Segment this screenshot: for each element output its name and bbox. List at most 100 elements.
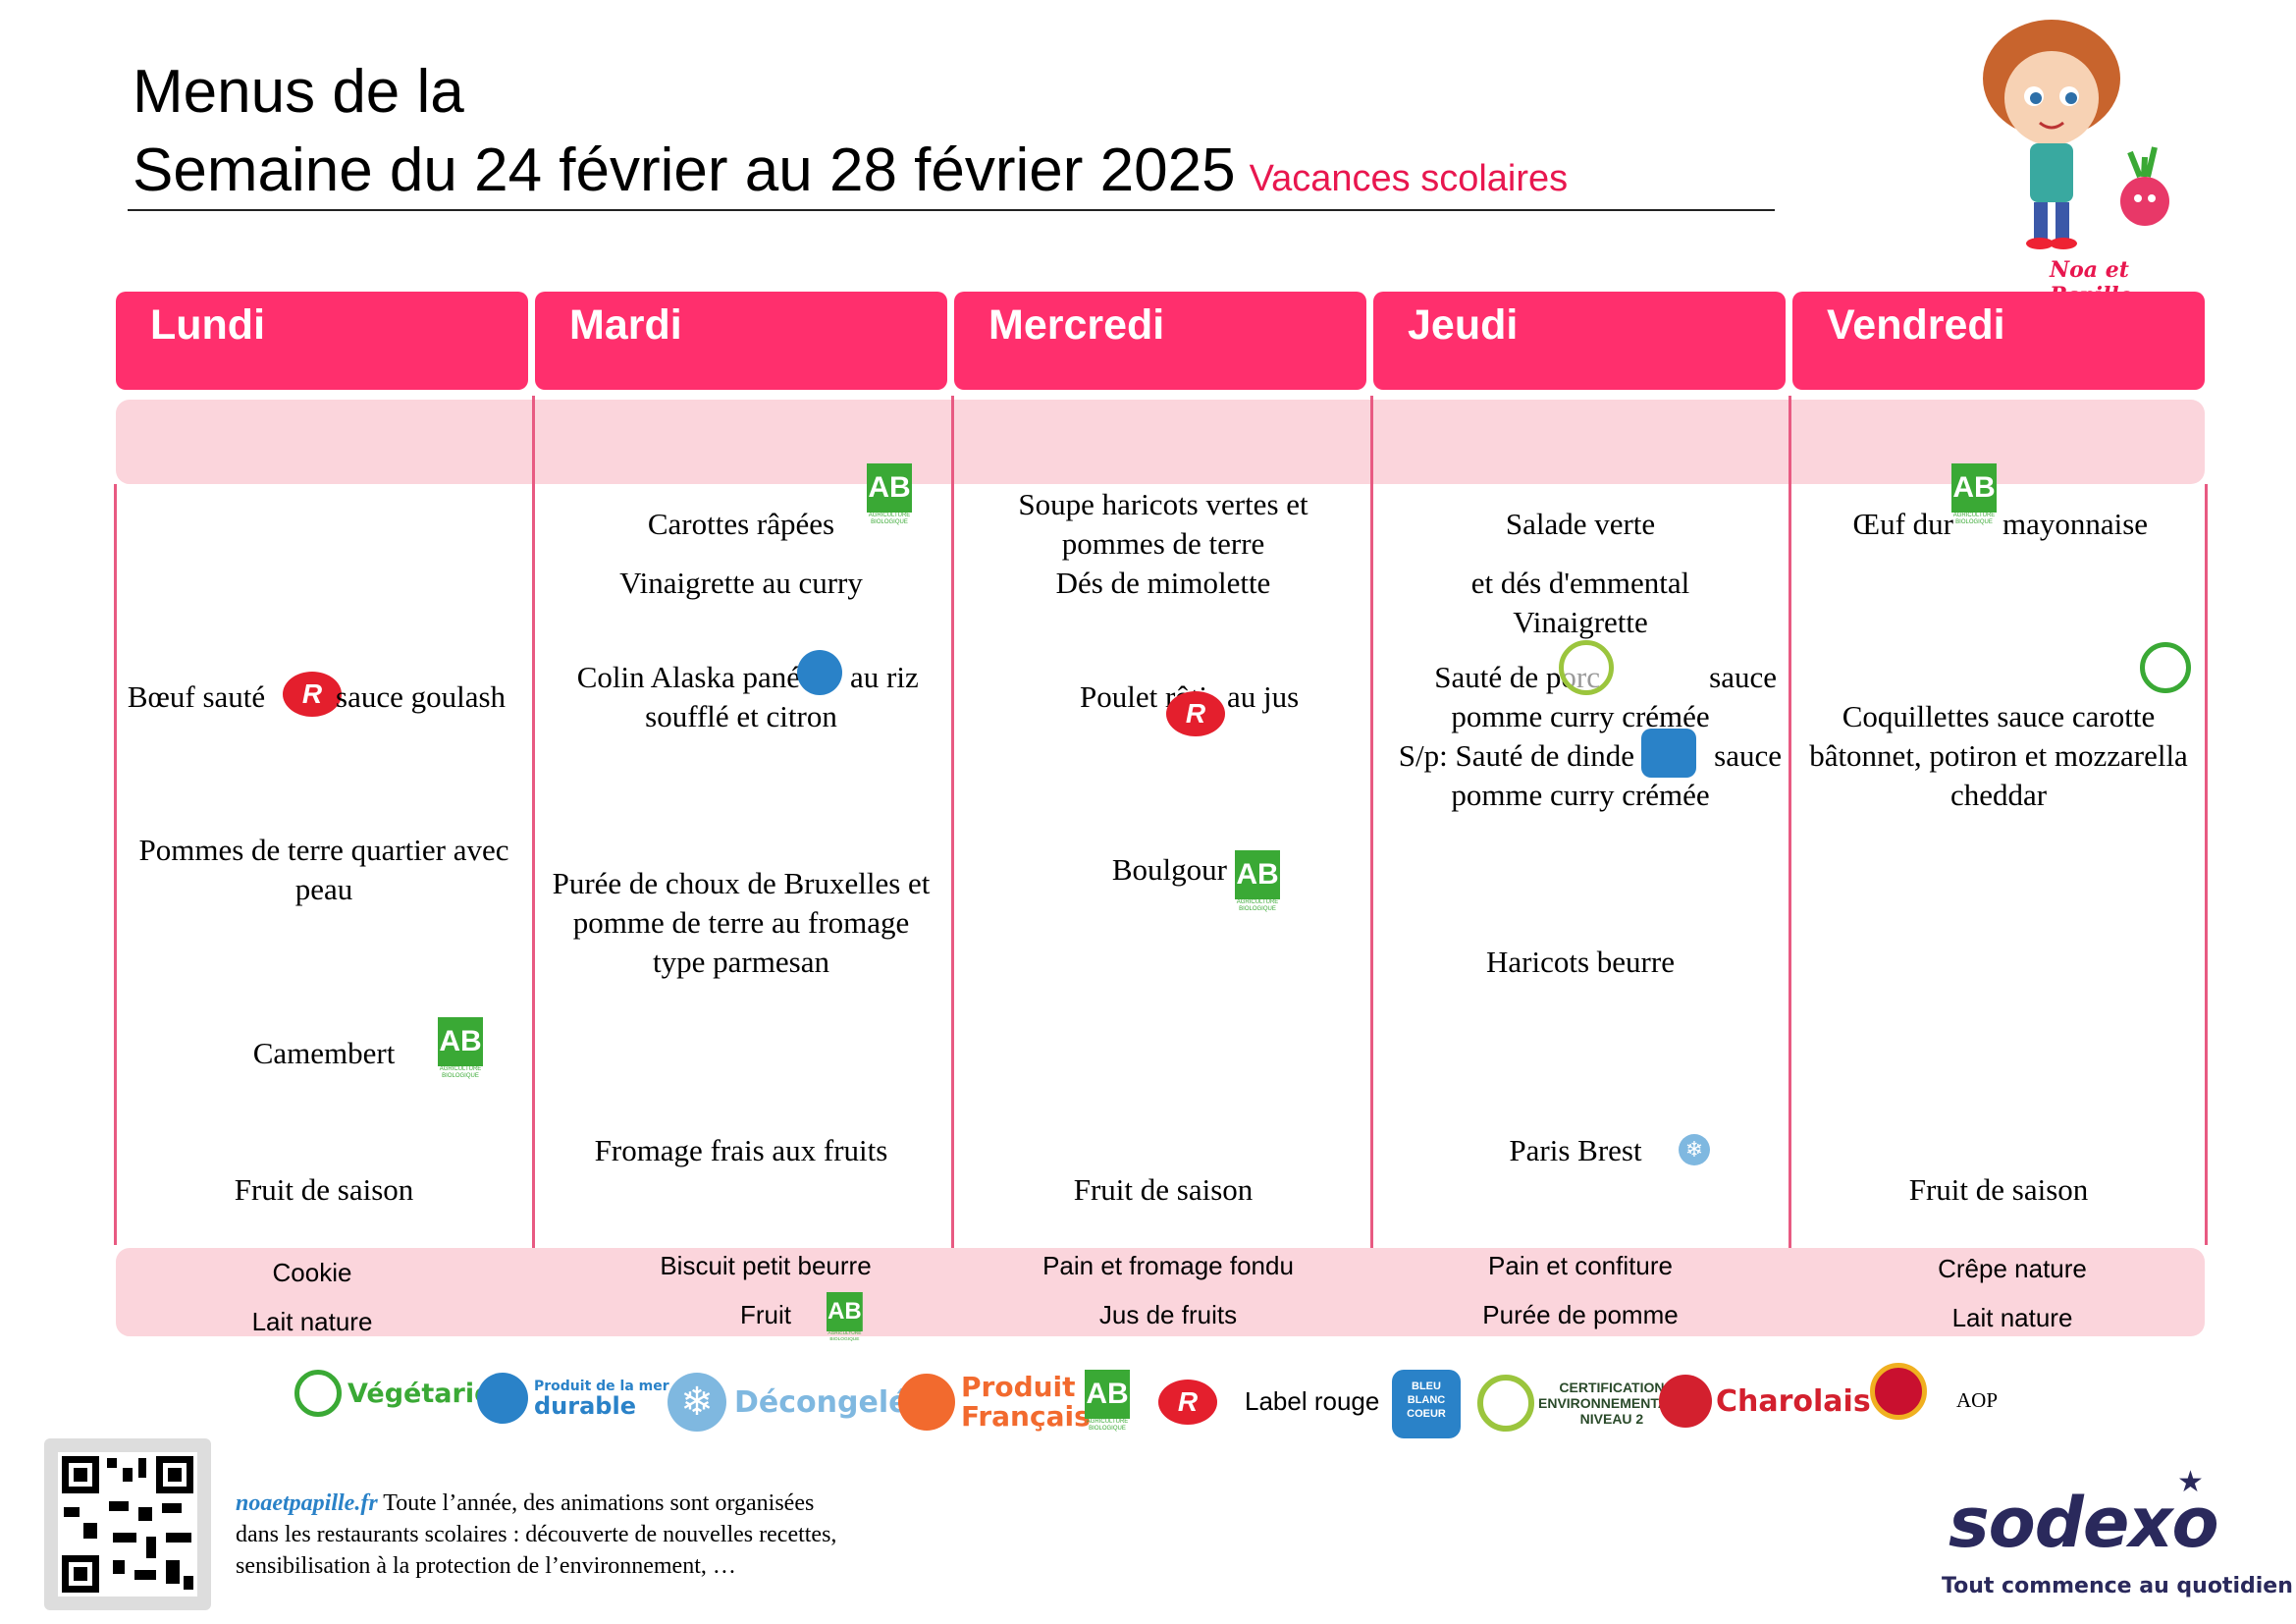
- column-divider: [951, 396, 954, 1326]
- gouter-item: Biscuit petit beurre: [660, 1251, 872, 1280]
- menu-item: pomme curry crémée: [1451, 699, 1710, 733]
- gouter-item: Cookie: [272, 1258, 352, 1287]
- menu-item: Purée de choux de Bruxelles et: [552, 866, 931, 900]
- legend-label-rouge: Label rouge: [1245, 1386, 1380, 1416]
- menu-item: sauce: [1714, 738, 1782, 773]
- gouter-item: Fruit: [740, 1300, 791, 1329]
- menu-item: Fruit de saison: [1908, 1172, 2089, 1207]
- menu-item: sauce: [1709, 660, 1777, 694]
- menu-item: Vinaigrette: [1513, 605, 1648, 639]
- site-link[interactable]: noaetpapille.fr: [236, 1490, 378, 1516]
- menu-item: Pommes de terre quartier avec peau: [138, 833, 509, 906]
- legend-charolais: Charolais: [1659, 1375, 1871, 1428]
- legend-decongele: ❄ Décongelé: [667, 1373, 908, 1432]
- ab-organic-icon: AB AGRICULTURE BIOLOGIQUE: [827, 1292, 863, 1344]
- gouter-item: Pain et fromage fondu: [1042, 1251, 1294, 1280]
- menu-item: pomme de terre au fromage: [572, 905, 910, 940]
- vegetarien-icon: [2140, 642, 2191, 693]
- charolais-icon: [1659, 1375, 1712, 1428]
- menu-item: Coquillettes sauce carotte: [1842, 699, 2156, 733]
- star-icon: ★: [2177, 1466, 2204, 1498]
- sodexo-logo: sodexo: [1949, 1483, 2219, 1563]
- menu-item: et dés d'emmental: [1470, 566, 1690, 600]
- vegetarien-icon: [294, 1370, 342, 1417]
- peche-durable-icon: [797, 650, 842, 695]
- menu-item: Camembert: [252, 1036, 396, 1070]
- menu-item: Paris Brest: [1509, 1133, 1642, 1167]
- legend-peche-durable: Produit de la mer durable: [477, 1373, 669, 1424]
- ab-organic-icon: AB AGRICULTURE BIOLOGIQUE: [1235, 850, 1280, 915]
- title-line2: Semaine du 24 février au 28 février 2025…: [133, 135, 1568, 214]
- column-divider: [1789, 396, 1791, 1326]
- column-divider: [2205, 484, 2208, 1245]
- menu-item: Bœuf sauté: [127, 679, 266, 714]
- menu-item: au jus: [1227, 679, 1300, 714]
- gouter-item: Crêpe nature: [1938, 1254, 2087, 1283]
- menu-item: Œuf dur: [1852, 507, 1953, 541]
- ab-organic-icon: AB AGRICULTURE BIOLOGIQUE: [438, 1017, 483, 1082]
- menu-item: S/p: Sauté de dinde: [1398, 738, 1634, 773]
- day-header-lundi: Lundi: [116, 292, 528, 390]
- menu-item: type parmesan: [653, 945, 829, 979]
- hve-certification-icon: [1559, 640, 1614, 695]
- label-rouge-icon: R: [1166, 691, 1225, 736]
- aop-icon: [1870, 1363, 1927, 1420]
- menu-item: Haricots beurre: [1486, 945, 1675, 979]
- menu-item: Boulgour: [1111, 852, 1227, 887]
- entree-band: [116, 400, 2205, 484]
- france-icon: [898, 1374, 955, 1431]
- gouter-band: [116, 1248, 2205, 1336]
- menu-item: Carottes râpées: [647, 507, 835, 541]
- gouter-item: Jus de fruits: [1098, 1300, 1238, 1329]
- day-header-vendredi: Vendredi: [1792, 292, 2205, 390]
- legend-aop: AOP: [1956, 1388, 1999, 1412]
- footer-text: noaetpapille.fr Toute l’année, des anima…: [236, 1490, 837, 1579]
- bleu-blanc-coeur-icon: BLEU BLANC COEUR: [1392, 1370, 1461, 1438]
- menu-item: Fruit de saison: [234, 1172, 414, 1207]
- menu-item: Vinaigrette au curry: [619, 566, 863, 600]
- ab-organic-icon: AB AGRICULTURE BIOLOGIQUE: [1951, 463, 1997, 528]
- gouter-item: Lait nature: [251, 1307, 373, 1336]
- ab-organic-icon: AB AGRICULTURE BIOLOGIQUE: [1085, 1370, 1130, 1435]
- menu-item: Soupe haricots vertes et: [1018, 487, 1308, 521]
- holiday-subtitle: Vacances scolaires: [1249, 158, 1569, 199]
- decongele-icon: ❄: [667, 1373, 726, 1432]
- title-rule: [128, 209, 1775, 211]
- label-rouge-icon: R: [283, 672, 342, 717]
- title-line1: Menus de la: [133, 58, 464, 126]
- peche-durable-icon: [477, 1373, 528, 1424]
- menu-item: Dés de mimolette: [1055, 566, 1271, 600]
- gouter-item: Lait nature: [1951, 1303, 2073, 1332]
- menu-item: Fromage frais aux fruits: [594, 1133, 888, 1167]
- decongele-icon: ❄: [1679, 1134, 1710, 1165]
- qr-code[interactable]: [44, 1438, 211, 1610]
- menu-item: cheddar: [1949, 778, 2048, 812]
- gouter-item: Pain et confiture: [1488, 1251, 1673, 1280]
- menu-item: Salade verte: [1505, 507, 1656, 541]
- menu-item: sauce goulash: [336, 679, 507, 714]
- column-divider: [1370, 396, 1373, 1326]
- gouter-item: Purée de pomme: [1482, 1300, 1679, 1329]
- menu-item: Fruit de saison: [1073, 1172, 1254, 1207]
- hve-certification-icon: [1477, 1375, 1534, 1432]
- week-range: Semaine du 24 février au 28 février 2025: [133, 136, 1236, 204]
- ab-organic-icon: AB AGRICULTURE BIOLOGIQUE: [867, 463, 912, 528]
- mascot-illustration: Noa et Papille: [1953, 10, 2199, 308]
- column-divider: [532, 396, 535, 1326]
- menu-item: pomme curry crémée: [1451, 778, 1710, 812]
- bleu-blanc-coeur-icon: [1641, 729, 1696, 778]
- legend-produit-francais: Produit Français: [898, 1373, 1091, 1432]
- menu-item: Colin Alaska pané: [576, 660, 800, 694]
- menu-item: soufflé et citron: [645, 699, 837, 733]
- label-rouge-icon: R: [1158, 1380, 1217, 1425]
- menu-item: au riz: [850, 660, 919, 694]
- sodexo-tagline: Tout commence au quotidien: [1942, 1574, 2293, 1598]
- column-divider: [114, 484, 117, 1245]
- menu-item: bâtonnet, potiron et mozzarella: [1809, 738, 2188, 773]
- day-header-mercredi: Mercredi: [954, 292, 1366, 390]
- legend-hve-certification: CERTIFICATION ENVIRONNEMENTALE NIVEAU 2: [1477, 1375, 1685, 1432]
- day-header-mardi: Mardi: [535, 292, 947, 390]
- menu-item: mayonnaise: [2002, 507, 2149, 541]
- day-header-jeudi: Jeudi: [1373, 292, 1786, 390]
- menu-item: pommes de terre: [1061, 526, 1265, 561]
